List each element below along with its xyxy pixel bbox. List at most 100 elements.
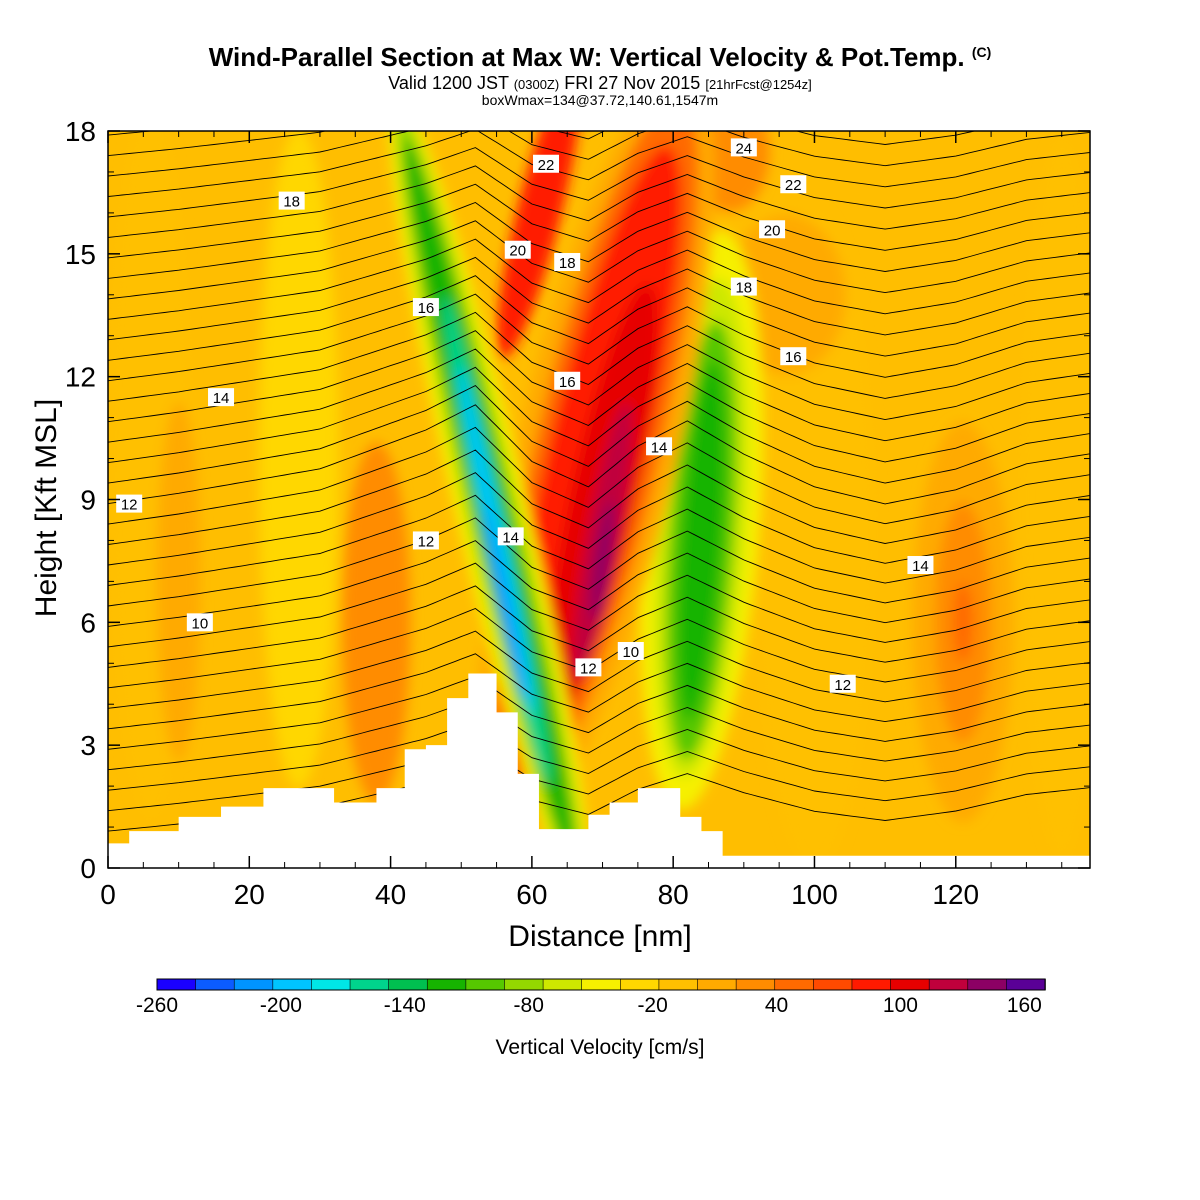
theta-contour-line — [108, 201, 1090, 279]
contour-label-box — [504, 240, 531, 259]
y-tick-label: 6 — [80, 607, 96, 638]
contour-label-box — [730, 277, 757, 296]
colorbar-swatch — [813, 978, 853, 991]
x-tick-label: 80 — [658, 879, 689, 910]
colorbar-swatch — [928, 978, 969, 991]
contour-label-box — [186, 613, 213, 632]
weak-updraft-band — [156, 401, 201, 762]
theta-contour-line — [108, 256, 1090, 341]
x-tick-label: 60 — [516, 879, 547, 910]
contour-label-box — [730, 138, 757, 157]
contour-label-text: 24 — [735, 140, 752, 157]
theta-contour-label: 18 — [730, 277, 757, 297]
contour-label-text: 18 — [735, 280, 752, 297]
contour-label-box — [208, 388, 235, 407]
theta-contour-label: 16 — [412, 298, 439, 317]
contour-label-box — [780, 347, 807, 366]
valid-zulu: (0300Z) — [513, 77, 560, 92]
contour-label-text: 10 — [191, 615, 208, 632]
theta-contour-label: 10 — [186, 613, 213, 632]
forecast-info: [21hrFcst@1254z] — [705, 77, 812, 92]
contour-label-text: 12 — [580, 660, 597, 677]
theta-contour-line — [108, 165, 1090, 238]
velocity-field: 24 22 22 20 20 18 18 18 16 16 16 14 14 14 14 12 12 12 12 10… — [108, 56, 1090, 868]
contour-label-text: 16 — [785, 349, 802, 366]
colorbar-frame — [156, 978, 1046, 991]
weak-updraft-band — [342, 442, 411, 803]
theta-contour-line — [108, 131, 1090, 197]
theta-contour-line — [108, 426, 1090, 525]
theta-contour-label: 16 — [780, 347, 807, 366]
theta-contour-line — [108, 585, 1090, 668]
theta-contour-line — [108, 275, 1090, 361]
colorbar-swatch — [195, 978, 236, 991]
theta-contour-label: 14 — [646, 437, 673, 456]
theta-contour-line — [108, 494, 1090, 586]
theta-contour-line — [108, 131, 155, 136]
contour-label-box — [646, 437, 673, 456]
contour-label-box — [116, 494, 143, 513]
x-tick-label: 100 — [791, 879, 838, 910]
valid-prefix: Valid 1200 JST — [388, 73, 509, 93]
theta-contour-line — [108, 630, 1090, 709]
colorbar: -260 -200 -140 -80 -20 40 100 160 — [136, 978, 1046, 1017]
contour-label-text: 12 — [418, 533, 435, 550]
downdraft-band — [482, 504, 525, 700]
chart-subtitle: Valid 1200 JST (0300Z) FRI 27 Nov 2015 [… — [0, 73, 1200, 94]
y-axis-title: Height [Kft MSL] — [30, 398, 63, 618]
downdraft-band — [677, 360, 726, 721]
x-tick-label: 0 — [100, 879, 116, 910]
x-tick-label: 20 — [234, 879, 265, 910]
theta-contour-line — [108, 147, 1090, 218]
y-tick-label: 12 — [65, 362, 96, 393]
contour-label-box — [412, 298, 439, 317]
contour-label-box — [554, 371, 581, 390]
background-band — [754, 210, 875, 868]
colorbar-label: -80 — [514, 994, 544, 1017]
theta-contour-line — [108, 330, 1090, 423]
theta-contour-line — [108, 698, 1090, 771]
colorbar-swatch — [426, 978, 467, 991]
colorbar-swatch — [890, 978, 930, 991]
contour-label-text: 16 — [418, 300, 435, 317]
colorbar-label: -200 — [260, 994, 302, 1017]
colorbar-label: -20 — [637, 994, 667, 1017]
theta-contour-line — [108, 238, 1090, 320]
colorbar-swatch — [156, 978, 197, 991]
theta-contour-line — [108, 517, 1090, 607]
colorbar-swatch — [272, 978, 313, 991]
contour-label-text: 22 — [785, 177, 802, 194]
theta-contour-label: 22 — [780, 175, 807, 194]
contour-label-box — [554, 253, 581, 272]
contour-label-box — [907, 556, 934, 575]
theta-contour-line — [108, 366, 1090, 464]
theta-contour-line — [108, 449, 1090, 545]
updraft-band — [496, 131, 582, 359]
colorbar-label: 160 — [1007, 994, 1042, 1017]
colorbar-swatch — [774, 978, 815, 991]
colorbar-swatch — [504, 978, 544, 991]
theta-contour-line — [108, 348, 1090, 443]
theta-contour-label: 14 — [208, 388, 235, 407]
valid-date: FRI 27 Nov 2015 — [564, 73, 701, 93]
colorbar-swatch — [697, 978, 737, 991]
theta-contour-line — [108, 721, 1090, 791]
theta-contours — [108, 56, 1090, 832]
copyright-mark: (C) — [971, 44, 992, 60]
theta-contour-label: 20 — [759, 220, 786, 239]
contour-label-text: 14 — [502, 529, 519, 546]
theta-contour-line — [108, 562, 1090, 648]
contour-label-box — [759, 220, 786, 239]
theta-contour-line — [108, 56, 1090, 115]
colorbar-swatch — [581, 978, 622, 991]
colorbar-label: 40 — [765, 994, 788, 1017]
axes: 0 20 40 60 80 100 120 0 3 6 9 12 15 18 — [65, 116, 1090, 910]
theta-contour-line — [108, 385, 1090, 484]
contour-label-text: 22 — [538, 157, 555, 174]
weak-updraft-band — [952, 582, 973, 663]
contour-label-box — [533, 154, 560, 173]
contour-label-text: 12 — [834, 677, 851, 694]
colorbar-swatch — [388, 978, 429, 991]
colorbar-swatch — [349, 978, 390, 991]
